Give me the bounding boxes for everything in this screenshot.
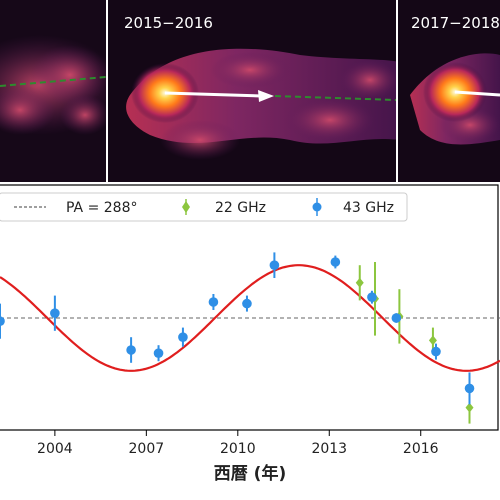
plot-area	[0, 252, 500, 424]
data-point-43ghz	[242, 298, 252, 309]
image-panel-2: 2015−2016	[108, 0, 396, 182]
data-point-43ghz	[431, 346, 441, 357]
panel-label-2: 2015−2016	[124, 14, 213, 32]
legend: PA = 288° 22 GHz 43 GHz	[0, 192, 408, 222]
data-point-43ghz	[0, 316, 5, 326]
jet-arrow-panel-3	[454, 90, 500, 97]
x-axis: 2004 2007 2010 2013 2016	[37, 430, 439, 457]
pa-line-panel-2	[274, 95, 396, 101]
data-point-43ghz	[464, 383, 475, 394]
data-point-43ghz	[330, 257, 341, 267]
data-point-43ghz	[367, 292, 377, 303]
legend-43ghz-marker	[312, 202, 322, 212]
data-point-22ghz	[428, 335, 437, 346]
legend-22ghz-label: 22 GHz	[215, 200, 266, 216]
data-point-43ghz	[126, 345, 136, 355]
x-tick-label: 2004	[37, 441, 73, 457]
data-point-43ghz	[153, 348, 164, 359]
x-tick-label: 2016	[403, 441, 439, 457]
legend-43ghz-label: 43 GHz	[343, 200, 394, 216]
pa-line-panel-1	[0, 76, 106, 87]
image-panel-3: 2017−2018	[398, 0, 500, 182]
plot-frame	[0, 184, 499, 431]
x-axis-label: 西暦 (年)	[214, 463, 286, 484]
jet-arrow-panel-2	[164, 91, 263, 98]
arrow-head-icon	[258, 90, 274, 102]
model-curve	[0, 264, 500, 372]
image-panel-1	[0, 0, 106, 182]
data-point-22ghz	[465, 402, 474, 413]
data-point-43ghz	[269, 260, 280, 271]
x-tick-label: 2010	[220, 441, 256, 457]
legend-reference-label: PA = 288°	[66, 200, 137, 216]
image-panels: 2015−2016 2017−2018	[0, 0, 500, 182]
data-point-43ghz	[208, 297, 219, 307]
data-point-43ghz	[178, 332, 188, 343]
legend-22ghz-marker	[182, 201, 190, 213]
x-tick-label: 2013	[311, 441, 347, 457]
data-point-43ghz	[391, 313, 402, 323]
data-point-43ghz	[50, 308, 60, 319]
panel-label-3: 2017−2018	[411, 14, 500, 32]
data-point-22ghz	[355, 277, 364, 288]
x-tick-label: 2007	[129, 441, 165, 457]
